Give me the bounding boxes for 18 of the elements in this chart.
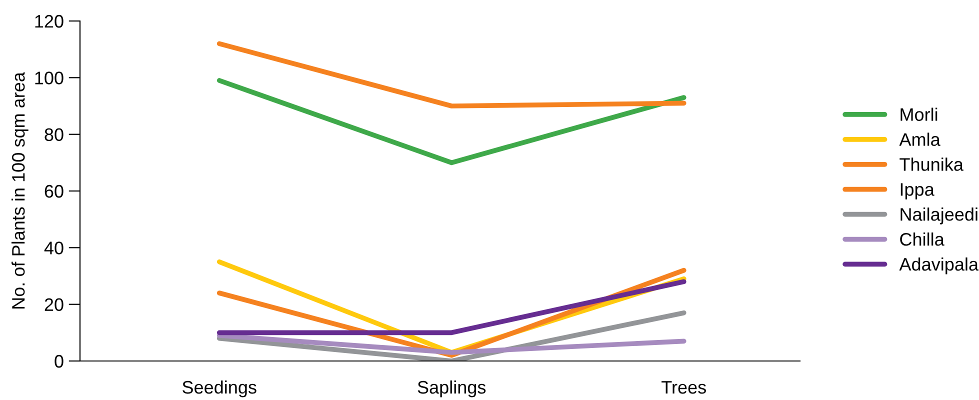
y-tick-label: 60	[44, 184, 64, 198]
legend-label: Thunika	[900, 158, 964, 171]
x-tick-label: Seedings	[182, 380, 256, 398]
legend-label: Ippa	[900, 183, 934, 200]
legend-label: Adavipala	[899, 257, 979, 274]
y-tick-label: 80	[44, 128, 64, 142]
y-tick-label: 100	[35, 72, 64, 84]
y-axis-title: No. of Plants in 100 sqm area	[12, 72, 28, 308]
y-tick-label: 0	[54, 354, 64, 368]
legend-label: Chilla	[900, 232, 944, 246]
x-tick-label: Saplings	[418, 380, 486, 398]
y-tick-label: 20	[44, 298, 64, 312]
y-tick-label: 120	[35, 14, 64, 28]
x-tick-label: Trees	[662, 381, 706, 394]
legend-label: Morli	[900, 108, 938, 121]
legend-label: Amla	[899, 132, 940, 146]
y-tick-label: 40	[44, 242, 64, 254]
legend-label: Nailajeedi	[900, 208, 978, 224]
